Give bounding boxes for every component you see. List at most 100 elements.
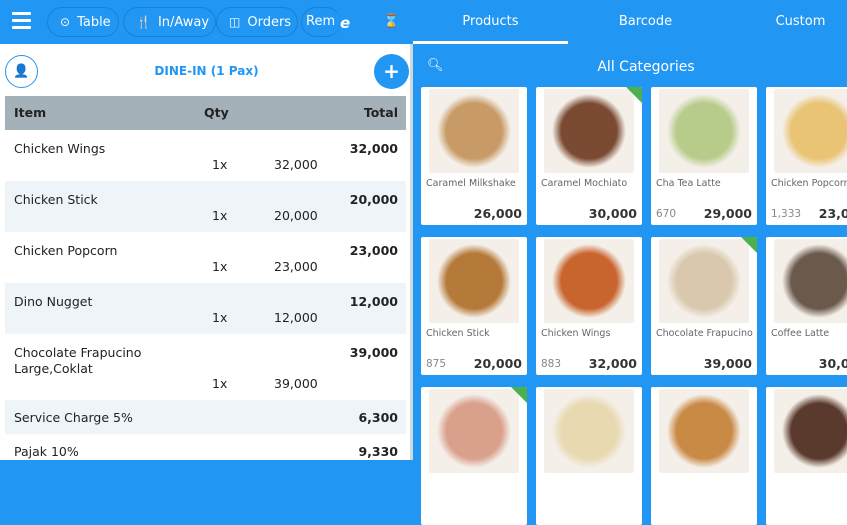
- table-row[interactable]: Chicken Popcorn 1x 23,000 23,000: [5, 232, 406, 283]
- item-price: 12,000: [274, 310, 318, 325]
- tab-custom[interactable]: Custom: [775, 14, 826, 29]
- product-image: [659, 389, 749, 473]
- item-name: Chocolate Frapucino: [14, 345, 142, 360]
- flag-icon: [626, 87, 642, 103]
- table-row[interactable]: Chocolate Frapucino Large,Coklat 1x 39,000…: [5, 334, 406, 400]
- product-card[interactable]: [421, 387, 527, 525]
- product-card[interactable]: Chicken Wings 883 32,000: [536, 237, 642, 375]
- top-toolbar: ⊙ Table 🍴 In/Away ◫ Orders Rem e ⌛: [0, 0, 413, 44]
- category-selector[interactable]: All Categories: [597, 59, 695, 75]
- product-card[interactable]: Coffee Latte 30,000: [766, 237, 847, 375]
- product-price: 29,000: [703, 206, 752, 221]
- product-image: [774, 389, 847, 473]
- product-price: 26,000: [473, 206, 522, 221]
- order-header: 👤 DINE-IN (1 Pax) +: [0, 44, 413, 96]
- product-panel: Products Barcode Custom 🔍︎ All Categorie…: [413, 0, 847, 525]
- item-price: 23,000: [274, 259, 318, 274]
- product-card[interactable]: Caramel Mochiato 30,000: [536, 87, 642, 225]
- active-tab-indicator: [413, 41, 568, 44]
- item-total: 23,000: [349, 243, 398, 258]
- item-price: 39,000: [274, 376, 318, 391]
- item-qty: 1x: [212, 376, 228, 391]
- item-variant: Large,Coklat: [14, 361, 93, 376]
- product-card[interactable]: [766, 387, 847, 525]
- table-row[interactable]: Chicken Wings 1x 32,000 32,000: [5, 130, 406, 181]
- product-name: Chicken Stick: [426, 328, 490, 339]
- scrollbar[interactable]: [410, 44, 413, 460]
- item-total: 20,000: [349, 192, 398, 207]
- chip-table[interactable]: ⊙ Table: [47, 7, 119, 37]
- item-price: 32,000: [274, 157, 318, 172]
- product-price: 30,000: [818, 356, 847, 371]
- charge-row: Pajak 10% 9,330: [5, 434, 406, 468]
- item-name: Chicken Popcorn: [14, 243, 118, 258]
- item-total: 12,000: [349, 294, 398, 309]
- product-name: Coffee Latte: [771, 328, 830, 339]
- product-stock: 670: [656, 208, 677, 220]
- column-qty: Qty: [204, 105, 229, 120]
- order-items: Chicken Wings 1x 32,000 32,000 Chicken Sti…: [5, 130, 406, 468]
- product-card[interactable]: Cha Tea Latte 670 29,000: [651, 87, 757, 225]
- charge-row: Service Charge 5% 6,300: [5, 400, 406, 434]
- item-name: Chicken Stick: [14, 192, 98, 207]
- fork-knife-icon: 🍴: [136, 15, 151, 29]
- product-image: [659, 239, 749, 323]
- product-image: [544, 389, 634, 473]
- chip-rem[interactable]: Rem: [301, 7, 341, 37]
- charge-total: 6,300: [358, 410, 398, 425]
- category-bar[interactable]: 🔍︎ All Categories: [413, 50, 847, 82]
- product-card[interactable]: [651, 387, 757, 525]
- hourglass-icon[interactable]: ⌛: [383, 14, 400, 29]
- product-name: Chicken Wings: [541, 328, 611, 339]
- product-image: [429, 239, 519, 323]
- product-price: 39,000: [703, 356, 752, 371]
- product-stock: 1,333: [771, 208, 802, 220]
- flag-icon: [511, 387, 527, 403]
- tab-products[interactable]: Products: [462, 14, 519, 29]
- target-icon: ⊙: [60, 15, 71, 29]
- product-price: 32,000: [588, 356, 637, 371]
- order-panel: ⊙ Table 🍴 In/Away ◫ Orders Rem e ⌛ 👤 DINE-IN (…: [0, 0, 413, 460]
- product-price: 23,000: [818, 206, 847, 221]
- product-card[interactable]: Chicken Popcorn 1,333 23,000: [766, 87, 847, 225]
- browser-icon[interactable]: e: [340, 14, 351, 32]
- column-total: Total: [363, 105, 398, 120]
- product-price: 30,000: [588, 206, 637, 221]
- add-button[interactable]: +: [374, 54, 409, 89]
- product-card[interactable]: Chicken Stick 875 20,000: [421, 237, 527, 375]
- product-card[interactable]: Caramel Milkshake 26,000: [421, 87, 527, 225]
- table-row[interactable]: Chicken Stick 1x 20,000 20,000: [5, 181, 406, 232]
- product-name: Cha Tea Latte: [656, 178, 721, 189]
- product-stock: 875: [426, 358, 447, 370]
- product-image: [544, 239, 634, 323]
- product-price: 20,000: [473, 356, 522, 371]
- chip-label: In/Away: [157, 15, 210, 30]
- chip-label: Rem: [306, 14, 336, 29]
- flag-icon: [741, 237, 757, 253]
- charge-name: Pajak 10%: [14, 444, 79, 459]
- table-row[interactable]: Dino Nugget 1x 12,000 12,000: [5, 283, 406, 334]
- product-card[interactable]: [536, 387, 642, 525]
- search-icon[interactable]: 🔍︎: [427, 58, 444, 73]
- item-total: 32,000: [349, 141, 398, 156]
- column-item: Item: [14, 105, 47, 120]
- tab-barcode[interactable]: Barcode: [618, 14, 673, 29]
- product-image: [659, 89, 749, 173]
- charge-name: Service Charge 5%: [14, 410, 133, 425]
- chip-label: Table: [77, 15, 111, 30]
- columns-icon: ◫: [229, 15, 241, 29]
- item-qty: 1x: [212, 259, 228, 274]
- product-card[interactable]: Chocolate Frapucino 39,000: [651, 237, 757, 375]
- order-type-title[interactable]: DINE-IN (1 Pax): [154, 64, 259, 78]
- product-stock: 883: [541, 358, 562, 370]
- hamburger-menu-icon[interactable]: [12, 12, 31, 29]
- chip-orders[interactable]: ◫ Orders: [216, 7, 298, 37]
- product-name: Chicken Popcorn: [771, 178, 847, 189]
- customer-button[interactable]: 👤: [5, 55, 38, 88]
- product-image: [774, 89, 847, 173]
- product-image: [774, 239, 847, 323]
- product-name: Caramel Mochiato: [541, 178, 628, 189]
- chip-label: Orders: [247, 15, 292, 30]
- chip-inaway[interactable]: 🍴 In/Away: [123, 7, 216, 37]
- item-qty: 1x: [212, 208, 228, 223]
